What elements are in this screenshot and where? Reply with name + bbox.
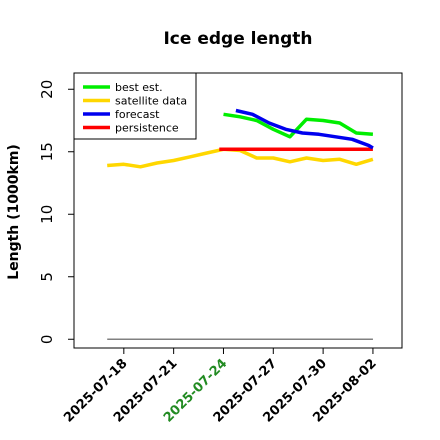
y-tick-label: 20 [38, 80, 56, 99]
series-line-best-est [223, 112, 374, 139]
series-layer [107, 108, 374, 169]
y-tick-label: 10 [38, 205, 56, 224]
y-tick-label: 15 [38, 142, 56, 161]
legend-label: best est. [115, 81, 163, 94]
legend-label: persistence [115, 122, 179, 135]
plot-frame [73, 72, 403, 349]
series-line-forecast [235, 108, 374, 150]
y-axis-label: Length (1000km) [6, 144, 22, 280]
legend-label: satellite data [115, 95, 187, 108]
y-tick-label: 5 [38, 272, 56, 282]
chart-title: Ice edge length [163, 29, 312, 49]
legend: best est.satellite dataforecastpersisten… [73, 72, 197, 140]
legend-label: forecast [115, 108, 160, 121]
y-axis: 0 5 10 15 20 [38, 80, 74, 344]
x-axis: 2025-07-182025-07-212025-07-242025-07-27… [61, 348, 380, 426]
series-line-satellite-data [107, 147, 374, 169]
y-tick-label: 0 [38, 335, 56, 345]
